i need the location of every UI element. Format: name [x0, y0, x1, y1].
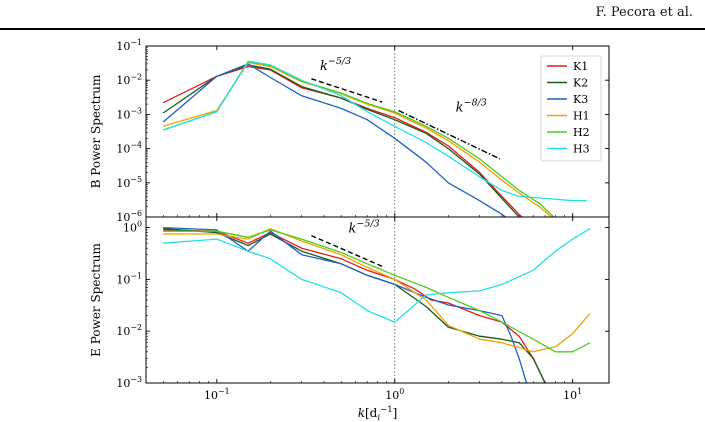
power-law-guide-dashdot	[398, 109, 501, 160]
y-tick-label: 10−1	[116, 271, 142, 286]
series-group	[163, 226, 591, 383]
series-line-k1	[162, 65, 523, 217]
e-power-spectrum-panel: k−5/3 10−3 10−2 10−1 100 10−1 100 101 E Power Sp…	[89, 216, 610, 422]
header-rule	[0, 28, 705, 30]
series-line-h2	[162, 60, 555, 217]
legend-label-k2: K2	[573, 77, 588, 90]
slope-annotation: k−8/3	[456, 98, 487, 116]
y-axis-label: E Power Spectrum	[89, 243, 103, 357]
x-tick-label: 100	[385, 387, 404, 402]
series-line-h3	[163, 228, 591, 323]
y-tick-label: 10−2	[116, 323, 142, 338]
series-line-k1	[163, 229, 546, 383]
y-tick-label: 10−6	[116, 209, 142, 224]
series-line-h3	[162, 60, 587, 202]
y-tick-label: 10−5	[116, 175, 142, 190]
legend-label-h2: H2	[573, 126, 590, 139]
series-line-k3	[162, 63, 507, 217]
legend-box	[540, 55, 602, 162]
legend-label-k3: K3	[573, 93, 588, 106]
series-line-h2	[163, 229, 591, 353]
slope-annotation: k−5/3	[349, 219, 380, 237]
power-law-guide-dashed	[311, 234, 386, 269]
x-tick-label: 101	[563, 387, 582, 402]
series-group	[162, 60, 587, 217]
y-tick-label: 10−3	[116, 375, 142, 390]
y-tick-label: 100	[123, 220, 142, 235]
legend-label-h3: H3	[573, 143, 590, 156]
y-tick-label: 10−2	[116, 72, 142, 87]
axes-frame	[145, 45, 610, 218]
y-axis-label: B Power Spectrum	[89, 74, 103, 188]
power-law-guide-dashed	[311, 78, 383, 103]
series-line-k2	[162, 64, 521, 217]
running-header-author: F. Pecora et al.	[595, 5, 693, 20]
x-axis-label: k[di−1]	[358, 405, 398, 422]
y-tick-label: 10−4	[116, 141, 142, 156]
x-tick-label: 10−1	[204, 387, 230, 402]
y-tick-label: 10−3	[116, 106, 142, 121]
series-line-h1	[163, 61, 553, 217]
axes-frame	[145, 216, 610, 384]
legend-label-k1: K1	[573, 60, 588, 73]
legend-label-h1: H1	[573, 110, 590, 123]
series-line-k3	[163, 226, 528, 383]
b-power-spectrum-panel: k−5/3 k−8/3 10−6 10−5 10−4 10−3 10−2 10−1 B Powe…	[89, 38, 610, 224]
y-tick-label: 10−1	[116, 38, 142, 53]
series-line-k2	[163, 228, 546, 383]
series-line-h1	[163, 228, 591, 353]
slope-annotation: k−5/3	[320, 56, 351, 74]
